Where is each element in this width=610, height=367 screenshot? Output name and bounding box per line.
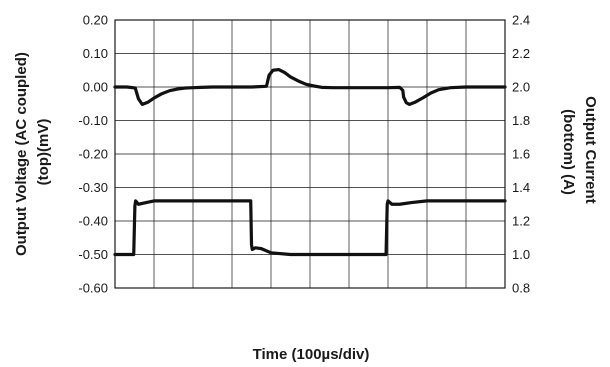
y-left-tick-label: -0.50 <box>78 247 108 262</box>
y-right-tick-label: 2.2 <box>512 46 530 61</box>
y-right-tick-label: 1.6 <box>512 147 530 162</box>
y-left-tick-label: -0.30 <box>78 180 108 195</box>
y-right-tick-label: 0.8 <box>512 281 530 296</box>
y-axis-left-label-line1: Output Voltage (AC coupled) <box>13 52 30 256</box>
y-right-tick-label: 1.4 <box>512 180 530 195</box>
chart-grid <box>115 20 505 288</box>
y-right-tick-label: 1.0 <box>512 247 530 262</box>
y-axis-right-label-line1: Output Current <box>582 96 599 203</box>
left-tick-labels: 0.20 0.10 0.00 -0.10 -0.20 -0.30 -0.40 -0.50 -0.… <box>78 13 108 296</box>
plot-frame <box>114 19 506 289</box>
x-axis-label: Time (100µs/div) <box>253 346 370 363</box>
y-left-tick-label: -0.60 <box>78 281 108 296</box>
right-tick-labels: 2.4 2.2 2.0 1.8 1.6 1.4 1.2 1.0 0.8 <box>512 13 530 296</box>
y-right-tick-label: 1.8 <box>512 113 530 128</box>
y-right-tick-label: 2.0 <box>512 80 530 95</box>
y-axis-right-label-line2: (bottom) (A) <box>560 109 577 195</box>
y-left-tick-label: -0.40 <box>78 214 108 229</box>
y-left-tick-label: 0.20 <box>83 13 108 28</box>
y-right-tick-label: 2.4 <box>512 13 530 28</box>
y-axis-left-label-line2: (top)(mV) <box>35 119 52 186</box>
y-axis-right-label: Output Current (bottom) (A) <box>560 96 599 208</box>
y-left-tick-label: -0.10 <box>78 113 108 128</box>
series-line-output-voltage <box>113 67 507 107</box>
chart-series-group <box>113 67 507 257</box>
y-right-tick-label: 1.2 <box>512 214 530 229</box>
y-left-tick-label: -0.20 <box>78 147 108 162</box>
y-left-tick-label: 0.10 <box>83 46 108 61</box>
y-axis-left-label: Output Voltage (AC coupled) (top)(mV) <box>13 48 52 256</box>
series-line-output-current <box>113 199 507 257</box>
y-left-tick-label: 0.00 <box>83 80 108 95</box>
